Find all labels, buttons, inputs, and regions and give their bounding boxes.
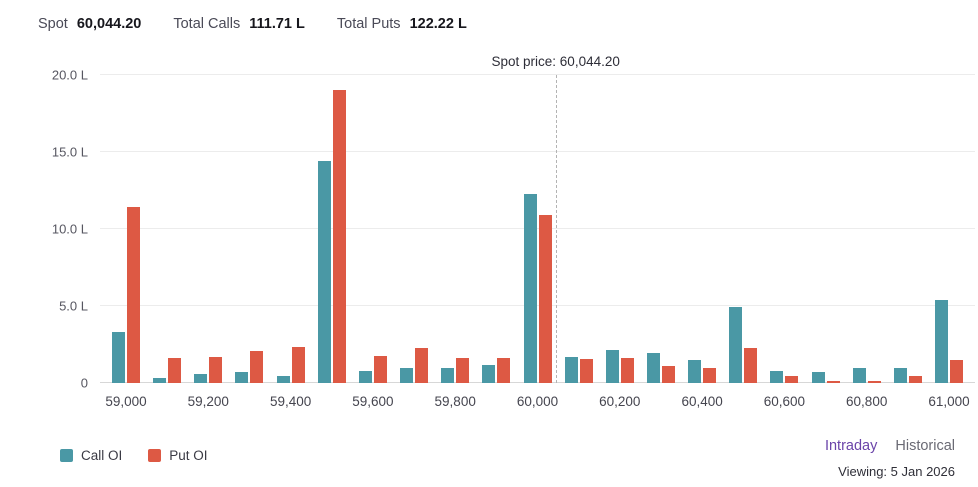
call-oi-bar[interactable] <box>482 364 496 383</box>
call-oi-bar[interactable] <box>112 332 125 383</box>
put-oi-bar[interactable] <box>620 358 634 383</box>
y-axis-label: 10.0 L <box>51 221 88 237</box>
put-oi-bar[interactable] <box>291 346 305 383</box>
put-oi-bar[interactable] <box>168 358 182 383</box>
put-oi-bar[interactable] <box>209 356 223 383</box>
call-oi-bar[interactable] <box>194 373 208 383</box>
put-oi-bar[interactable] <box>538 215 552 383</box>
historical-tab[interactable]: Historical <box>895 438 955 454</box>
x-axis-label: 59,200 <box>187 394 229 409</box>
call-oi-bar[interactable] <box>441 367 455 383</box>
legend-label: Call OI <box>81 448 123 463</box>
x-axis-label: 60,600 <box>763 394 806 409</box>
call-oi-bar[interactable] <box>893 367 907 383</box>
gridline <box>100 74 975 75</box>
put-oi-bar[interactable] <box>744 347 758 383</box>
call-oi-bar[interactable] <box>317 161 331 383</box>
gridline <box>100 305 975 306</box>
gridline <box>100 228 975 229</box>
x-axis-label: 61,000 <box>928 394 970 409</box>
call-oi-bar[interactable] <box>770 370 784 383</box>
spot-price-line <box>555 75 557 383</box>
viewing-date: Viewing: 5 Jan 2026 <box>838 464 955 479</box>
call-oi-bar[interactable] <box>646 352 660 383</box>
call-oi-bar[interactable] <box>605 349 619 383</box>
x-axis-label: 60,200 <box>599 394 641 409</box>
spot-label: Spot <box>38 16 68 32</box>
summary-bar: Spot 60,044.20 Total Calls 111.71 L Tota… <box>38 16 467 32</box>
legend-item-put-oi[interactable]: Put OI <box>148 448 208 463</box>
call-oi-bar[interactable] <box>523 193 537 383</box>
put-oi-bar[interactable] <box>826 380 840 383</box>
total-puts-value: 122.22 L <box>409 16 467 32</box>
put-oi-bar[interactable] <box>250 350 264 383</box>
put-oi-bar[interactable] <box>950 359 963 383</box>
view-toggle: Intraday Historical <box>825 438 955 454</box>
put-oi-bar[interactable] <box>867 380 881 383</box>
y-axis-label: 15.0 L <box>51 144 88 160</box>
total-puts-label: Total Puts <box>336 16 401 32</box>
put-oi-bar[interactable] <box>579 359 593 383</box>
chart-legend: Call OI Put OI <box>60 448 208 463</box>
put-oi-bar[interactable] <box>415 347 429 383</box>
spot-price-label: Spot price: 60,044.20 <box>491 54 620 69</box>
legend-swatch <box>60 449 73 462</box>
intraday-tab[interactable]: Intraday <box>824 438 878 454</box>
call-oi-bar[interactable] <box>153 378 167 383</box>
x-axis-label: 60,000 <box>516 394 559 409</box>
y-axis-label: 5.0 L <box>59 298 88 314</box>
legend-label: Put OI <box>169 448 208 463</box>
gridline <box>100 382 975 383</box>
call-oi-bar[interactable] <box>564 356 578 383</box>
put-oi-bar[interactable] <box>785 376 799 383</box>
put-oi-bar[interactable] <box>661 366 675 383</box>
x-axis-label: 60,800 <box>846 394 888 409</box>
call-oi-bar[interactable] <box>400 367 414 383</box>
call-oi-bar[interactable] <box>688 359 702 383</box>
open-interest-bar-chart: 0 5.0 L 10.0 L 15.0 L 20.0 L 59,000 59,200 59,4… <box>52 54 975 409</box>
y-axis-label: 20.0 L <box>51 67 88 83</box>
x-axis-label: 59,000 <box>105 394 147 409</box>
call-oi-bar[interactable] <box>935 299 948 383</box>
x-axis-label: 59,600 <box>352 394 394 409</box>
call-oi-bar[interactable] <box>811 372 825 383</box>
put-oi-bar[interactable] <box>703 368 717 383</box>
total-puts-stat: Total Puts 122.22 L <box>337 16 467 32</box>
put-oi-bar[interactable] <box>456 357 470 383</box>
total-calls-label: Total Calls <box>173 16 241 32</box>
put-oi-bar[interactable] <box>908 376 922 383</box>
put-oi-bar[interactable] <box>373 356 387 383</box>
legend-swatch <box>148 449 162 462</box>
x-axis-label: 59,800 <box>434 394 476 409</box>
y-axis-label: 0 <box>80 375 88 391</box>
spot-stat: Spot 60,044.20 <box>38 16 141 32</box>
call-oi-bar[interactable] <box>729 306 743 383</box>
call-oi-bar[interactable] <box>276 376 290 383</box>
spot-value: 60,044.20 <box>76 16 142 32</box>
gridline <box>100 151 975 152</box>
call-oi-bar[interactable] <box>358 370 372 383</box>
put-oi-bar[interactable] <box>332 90 346 383</box>
legend-item-call-oi[interactable]: Call OI <box>60 448 122 463</box>
x-axis-label: 59,400 <box>269 394 312 409</box>
put-oi-bar[interactable] <box>127 207 140 383</box>
x-axis-label: 60,400 <box>681 394 723 409</box>
call-oi-bar[interactable] <box>852 367 866 383</box>
put-oi-bar[interactable] <box>497 358 511 383</box>
total-calls-stat: Total Calls 111.71 L <box>173 16 305 32</box>
call-oi-bar[interactable] <box>235 372 249 383</box>
total-calls-value: 111.71 L <box>249 16 305 32</box>
